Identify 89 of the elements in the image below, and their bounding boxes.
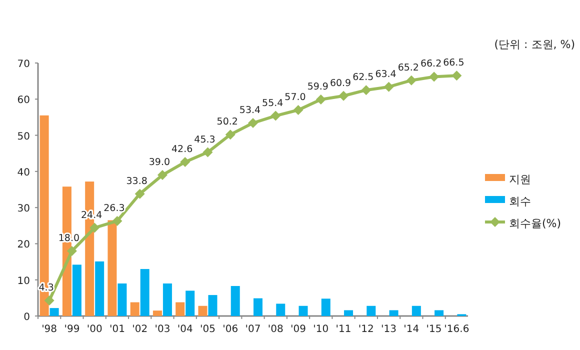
data-label: 65.2 <box>398 62 419 74</box>
data-label: 53.4 <box>239 104 261 116</box>
point <box>338 90 349 101</box>
data-label: 45.3 <box>194 134 216 146</box>
y-tick-label: 50 <box>17 131 30 142</box>
bar <box>321 298 330 316</box>
bar <box>230 286 240 316</box>
point <box>134 188 145 199</box>
y-tick-label: 70 <box>17 59 30 70</box>
text: (단위 : 조원, %) <box>494 38 575 51</box>
x-tick-label: '13 <box>381 324 397 335</box>
bar <box>208 295 218 316</box>
point <box>406 75 416 86</box>
data-label: 62.5 <box>352 72 374 84</box>
x-tick-label: '12 <box>358 324 374 335</box>
legend-label: 지원 <box>509 173 531 186</box>
point <box>316 94 326 105</box>
bar <box>152 310 162 316</box>
bar <box>434 310 444 316</box>
bar <box>186 290 195 316</box>
point <box>112 216 122 226</box>
x-tick-label: '11 <box>336 324 352 335</box>
x-tick-label: '03 <box>154 324 170 335</box>
legend-label: 회수율(%) <box>509 217 562 230</box>
bar <box>50 308 59 316</box>
data-label: 26.3 <box>104 202 125 214</box>
point <box>157 170 168 180</box>
x-tick-label: '98 <box>42 324 58 335</box>
bar <box>254 298 262 316</box>
point <box>202 147 213 158</box>
point <box>248 118 258 128</box>
bar <box>389 310 398 316</box>
point <box>270 110 281 121</box>
bar <box>95 261 104 316</box>
y-tick-label: 10 <box>17 276 30 287</box>
x-tick-label: '08 <box>268 324 284 335</box>
bar <box>366 306 376 316</box>
y-tick-label: 60 <box>17 95 30 106</box>
y-tick-label: 20 <box>17 240 30 251</box>
bar <box>72 264 82 316</box>
x-tick-label: '16.6 <box>444 324 470 335</box>
bar <box>412 306 421 316</box>
data-label: 59.9 <box>307 82 328 93</box>
x-tick-label: '09 <box>290 324 306 335</box>
point <box>225 130 236 140</box>
x-tick-label: '00 <box>86 324 102 335</box>
y-tick-label: 30 <box>17 204 30 215</box>
bar <box>130 302 140 316</box>
data-label: 63.4 <box>375 68 396 80</box>
point <box>90 222 100 233</box>
point <box>384 82 394 92</box>
data-label: 55.4 <box>262 98 284 109</box>
data-label: 66.5 <box>443 58 464 69</box>
data-label: 60.9 <box>330 78 352 89</box>
bar <box>162 283 172 316</box>
y-tick-label: 0 <box>24 312 30 323</box>
bar <box>176 302 185 316</box>
x-tick-label: '04 <box>177 324 193 335</box>
bar <box>198 306 208 316</box>
data-label: 39.0 <box>148 157 170 168</box>
point <box>44 295 54 306</box>
bar <box>276 304 286 316</box>
legend-label: 회수 <box>509 195 531 208</box>
data-label: 66.2 <box>420 58 442 70</box>
x-tick-label: '15 <box>426 324 442 335</box>
point <box>429 72 440 82</box>
x-tick-label: '07 <box>245 324 261 335</box>
y-tick-label: 40 <box>17 167 30 178</box>
x-tick-label: '01 <box>109 324 125 335</box>
x-tick-label: '05 <box>200 324 216 335</box>
data-label: 33.8 <box>126 176 148 187</box>
point <box>293 104 304 115</box>
data-label: 42.6 <box>172 144 193 156</box>
bar <box>344 310 354 316</box>
x-tick-label: '99 <box>64 324 80 335</box>
bar <box>118 283 127 316</box>
bar <box>140 269 150 316</box>
point <box>180 157 190 168</box>
x-tick-label: '02 <box>132 324 148 335</box>
data-label: 57.0 <box>284 92 306 103</box>
bar <box>108 220 117 316</box>
point <box>66 246 77 256</box>
x-tick-label: '14 <box>404 324 420 335</box>
data-label: 50.2 <box>216 116 238 128</box>
bar <box>298 306 308 316</box>
point <box>361 85 372 96</box>
point <box>452 70 462 81</box>
x-tick-label: '10 <box>313 324 329 335</box>
x-tick-label: '06 <box>222 324 238 335</box>
